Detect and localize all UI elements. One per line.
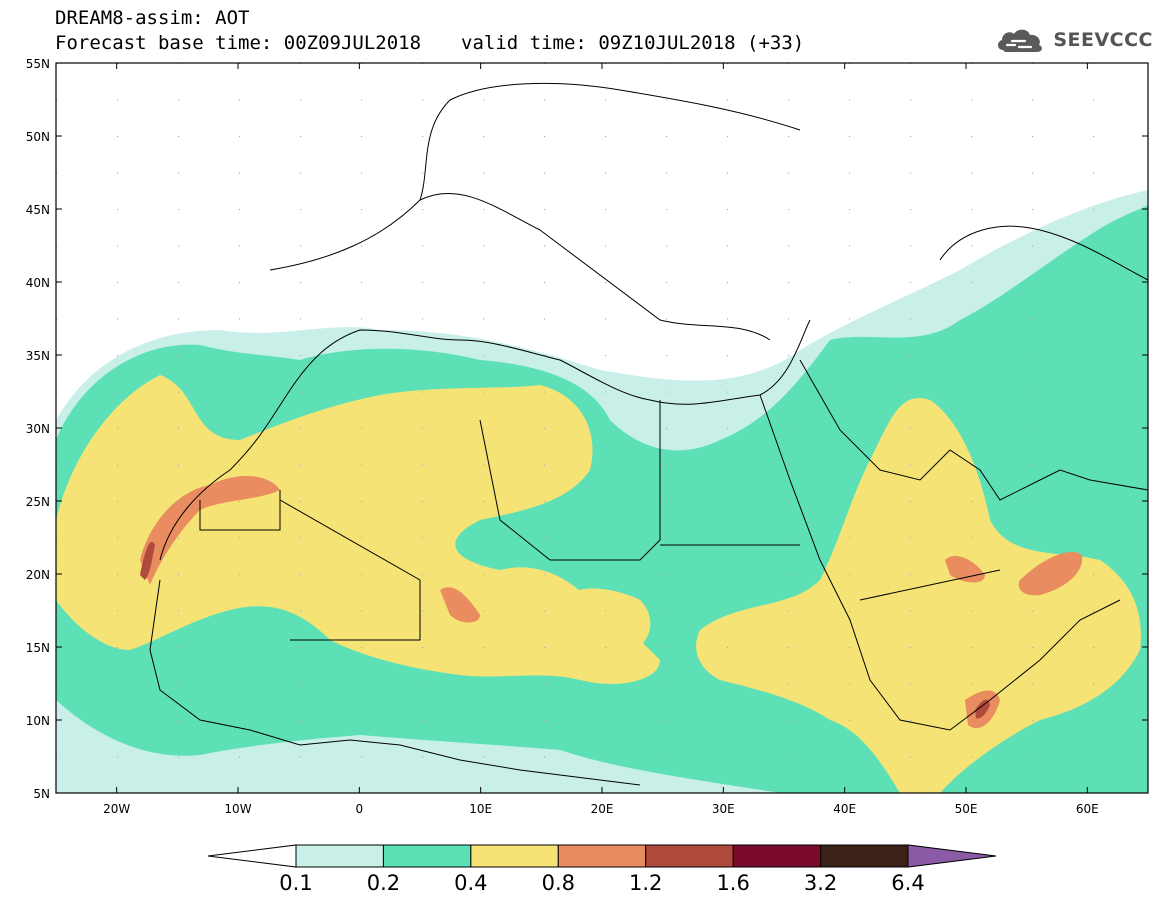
map-frame — [55, 62, 1149, 794]
aot-band-0.4-west — [56, 375, 660, 684]
colorbar-label: 1.2 — [629, 871, 662, 895]
aot-band-0.8 — [140, 475, 280, 585]
colorbar-box — [820, 844, 909, 868]
lon-tick-label: 0 — [356, 802, 364, 816]
lat-tick-label: 10N — [26, 714, 50, 728]
colorbar-box — [470, 844, 559, 868]
lon-tick-label: 60E — [1076, 802, 1099, 816]
lat-tick-label: 45N — [26, 203, 50, 217]
aot-field — [56, 63, 1148, 793]
lat-tick-label: 5N — [33, 787, 50, 801]
coastlines-and-borders — [149, 82, 1148, 786]
lon-tick-label: 10W — [224, 802, 251, 816]
colorbar-label: 0.8 — [542, 871, 575, 895]
aot-band-1.2-somalia — [975, 699, 990, 719]
logo-text: SEEVCCC — [1053, 29, 1153, 51]
colorbar-label: 0.2 — [367, 871, 400, 895]
colorbar-box — [557, 844, 647, 868]
aot-band-0.2 — [56, 205, 1148, 793]
lat-tick-label: 40N — [26, 276, 50, 290]
seevccc-logo: SEEVCCC — [995, 22, 1153, 58]
lat-tick-label: 15N — [26, 641, 50, 655]
colorbar-high-end — [907, 844, 997, 868]
aot-band-0.8-rubalkhali — [945, 555, 985, 583]
aot-band-0.8-mali — [440, 587, 480, 623]
lat-tick-label: 55N — [26, 57, 50, 71]
lon-tick-label: 50E — [955, 802, 978, 816]
colorbar-box — [382, 844, 472, 868]
lat-tick-label: 50N — [26, 130, 50, 144]
aot-band-0.8-arabia — [1018, 551, 1083, 596]
colorbar-label: 0.4 — [454, 871, 487, 895]
base-time: Forecast base time: 00Z09JUL2018 — [55, 32, 422, 54]
aot-band-0.4-east — [696, 398, 1141, 793]
colorbar-box — [732, 844, 822, 868]
colorbar-label: 3.2 — [804, 871, 837, 895]
map-title: DREAM8-assim: AOT — [55, 7, 250, 29]
lat-tick-label: 20N — [26, 568, 50, 582]
lat-tick-label: 35N — [26, 349, 50, 363]
colorbar-low-end — [207, 844, 297, 868]
lon-tick-label: 30E — [712, 802, 735, 816]
colorbar-box — [645, 844, 734, 868]
lat-tick-label: 30N — [26, 422, 50, 436]
colorbar-label: 0.1 — [279, 871, 312, 895]
aot-band-0.1 — [56, 190, 1148, 793]
colorbar-label: 1.6 — [716, 871, 749, 895]
colorbar-label: 6.4 — [891, 871, 924, 895]
lon-tick-label: 20E — [591, 802, 614, 816]
lon-tick-label: 40E — [833, 802, 856, 816]
aot-band-0.4-nubia — [560, 588, 651, 655]
colorbar-box — [295, 844, 384, 868]
cloud-icon — [998, 29, 1043, 52]
colorbar: 0.1 0.2 0.4 0.8 1.2 1.6 3.2 6.4 — [207, 844, 997, 895]
forecast-time-line: Forecast base time: 00Z09JUL2018 valid ti… — [55, 32, 844, 54]
lat-tick-label: 25N — [26, 495, 50, 509]
latitude-axis: 55N 50N 45N 40N 35N 30N 25N 20N 15N 10N 5N — [26, 57, 1148, 801]
longitude-axis: 20W 10W 0 10E 20E 30E 40E 50E 60E — [103, 63, 1099, 816]
aot-band-0.8-somalia — [965, 690, 1000, 729]
aot-band-1.2 — [140, 541, 155, 580]
lon-tick-label: 20W — [103, 802, 130, 816]
valid-time: valid time: 09Z10JUL2018 (+33) — [461, 32, 805, 54]
lon-tick-label: 10E — [469, 802, 492, 816]
